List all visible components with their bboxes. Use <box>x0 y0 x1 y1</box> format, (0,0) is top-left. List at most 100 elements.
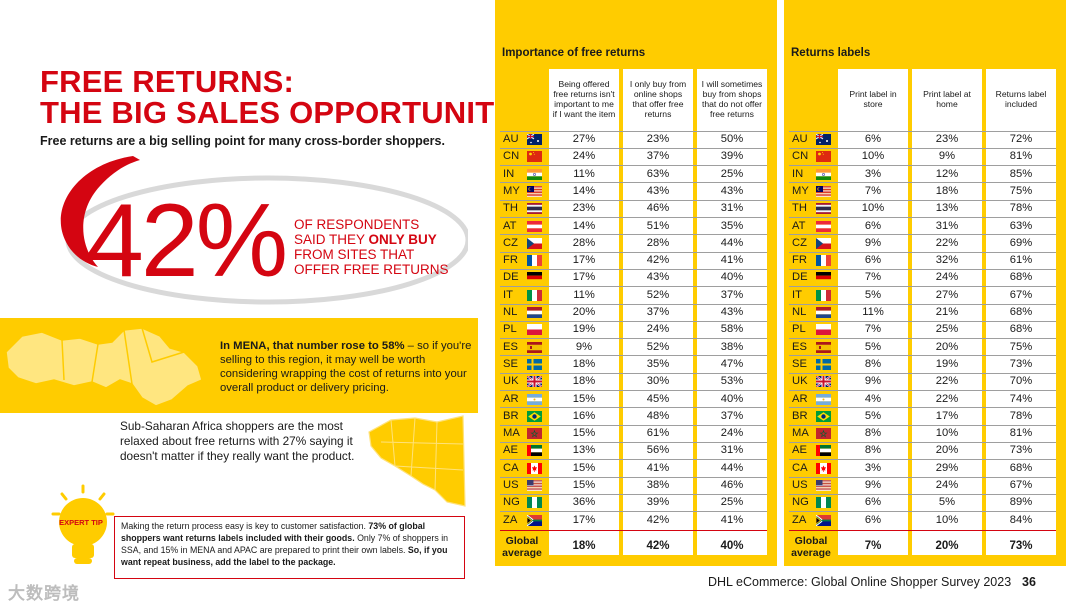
stat-description: OF RESPONDENTS SAID THEY ONLY BUY FROM S… <box>294 217 474 277</box>
returns-table-row: AR 15% 45% 40% <box>495 391 777 408</box>
returns-cell: 38% <box>646 479 670 491</box>
returns-cell: 13% <box>572 444 596 457</box>
returns-row-divider <box>500 407 767 409</box>
country-code: CZ <box>503 236 518 249</box>
country-code: AU <box>503 133 519 145</box>
country-code: ES <box>792 340 807 353</box>
labels-table-row: AE 8% 20% 73% <box>784 442 1066 459</box>
labels-cell: 72% <box>1009 133 1033 145</box>
labels-cell: 73% <box>1009 444 1033 457</box>
flag-ma-icon <box>816 428 831 440</box>
country-code: BR <box>503 409 519 422</box>
flag-fr-icon <box>527 255 542 267</box>
expert-tip-box: Making the return process easy is key to… <box>114 516 465 579</box>
labels-cell: 11% <box>862 306 884 318</box>
ssa-map-icon <box>368 415 466 507</box>
flag-it-icon <box>816 289 831 301</box>
labels-row-divider <box>789 286 1056 288</box>
returns-table-row: PL 19% 24% 58% <box>495 321 777 338</box>
mena-text-bold: In MENA, that number rose to 58% <box>220 340 405 352</box>
returns-average-value: 40% <box>720 539 744 552</box>
flag-cn-icon <box>527 151 542 163</box>
returns-table-row: IN 11% 63% 25% <box>495 166 777 183</box>
country-code: IT <box>792 288 802 301</box>
returns-table-row: ES 9% 52% 38% <box>495 339 777 356</box>
returns-cell: 47% <box>720 357 744 370</box>
returns-cell: 30% <box>646 375 670 388</box>
labels-cell: 25% <box>935 323 959 336</box>
labels-row-divider <box>789 303 1056 305</box>
returns-table-row: SE 18% 35% 47% <box>495 356 777 373</box>
labels-table-row: NG 6% 5% 89% <box>784 494 1066 511</box>
mena-text-rest: – so if you're selling to this region, i… <box>220 340 472 394</box>
labels-row-divider <box>789 355 1056 357</box>
country-code: MA <box>503 427 520 440</box>
labels-row-divider <box>789 182 1056 184</box>
stat-line-2-bold: ONLY BUY <box>368 232 437 247</box>
returns-row-divider <box>500 286 767 288</box>
returns-cell: 23% <box>646 133 670 145</box>
returns-table-row: FR 17% 42% 41% <box>495 252 777 269</box>
labels-cell: 31% <box>935 219 959 232</box>
stat-line-2: SAID THEY ONLY BUY <box>294 232 474 247</box>
returns-cell: 14% <box>572 184 596 197</box>
page-subtitle: Free returns are a big selling point for… <box>40 134 445 148</box>
country-code: MY <box>792 184 809 197</box>
returns-cell: 9% <box>575 340 593 353</box>
labels-row-divider <box>789 390 1056 391</box>
returns-row-divider <box>500 234 767 236</box>
country-code: AU <box>792 133 808 145</box>
labels-row-divider <box>789 165 1056 167</box>
flag-za-icon <box>527 514 542 526</box>
returns-cell: 15% <box>572 461 596 474</box>
flag-ng-icon <box>527 497 542 509</box>
labels-row-divider <box>789 407 1056 409</box>
returns-cell: 44% <box>720 461 744 474</box>
flag-ca-icon <box>527 462 542 474</box>
flag-th-icon <box>527 203 542 215</box>
country-code: US <box>792 479 808 491</box>
flag-ma-icon <box>527 428 542 440</box>
flag-us-icon <box>527 480 542 491</box>
returns-cell: 38% <box>720 340 744 353</box>
labels-cell: 5% <box>864 340 882 353</box>
watermark: 大数跨境 <box>8 584 80 603</box>
labels-table-row: CZ 9% 22% 69% <box>784 235 1066 252</box>
country-code: CA <box>503 461 519 474</box>
flag-ar-icon <box>816 393 831 405</box>
returns-cell: 23% <box>572 202 596 215</box>
labels-cell: 3% <box>864 461 882 474</box>
country-code: DE <box>503 271 519 284</box>
flag-ng-icon <box>816 497 831 509</box>
returns-cell: 52% <box>646 340 670 353</box>
returns-cell: 19% <box>572 323 596 336</box>
flag-de-icon <box>527 272 542 284</box>
returns-cell: 48% <box>646 409 670 422</box>
returns-labels-table: Returns labels Print label in store Print … <box>784 0 1066 566</box>
returns-cell: 37% <box>720 288 744 301</box>
labels-cell: 27% <box>935 288 959 301</box>
returns-cell: 43% <box>720 184 744 197</box>
returns-cell: 16% <box>572 409 596 422</box>
flag-au-icon <box>816 134 831 145</box>
labels-table-row: IT 5% 27% 67% <box>784 287 1066 304</box>
returns-cell: 44% <box>720 236 744 249</box>
country-code: FR <box>792 254 807 267</box>
labels-cell: 20% <box>935 340 959 353</box>
labels-cell: 7% <box>864 323 882 336</box>
labels-cell: 75% <box>1009 340 1033 353</box>
country-code: FR <box>503 254 518 267</box>
returns-cell: 28% <box>572 236 596 249</box>
labels-cell: 68% <box>1009 271 1033 284</box>
returns-table-title: Importance of free returns <box>502 47 646 59</box>
returns-cell: 41% <box>720 254 744 267</box>
returns-cell: 15% <box>572 479 596 491</box>
flag-in-icon <box>527 168 542 180</box>
returns-cell: 18% <box>572 357 596 370</box>
returns-row-divider <box>500 251 767 253</box>
returns-cell: 37% <box>646 150 670 163</box>
returns-row-divider <box>500 303 767 305</box>
country-code: MA <box>792 427 809 440</box>
returns-row-divider <box>500 493 767 495</box>
labels-cell: 68% <box>1009 306 1033 318</box>
